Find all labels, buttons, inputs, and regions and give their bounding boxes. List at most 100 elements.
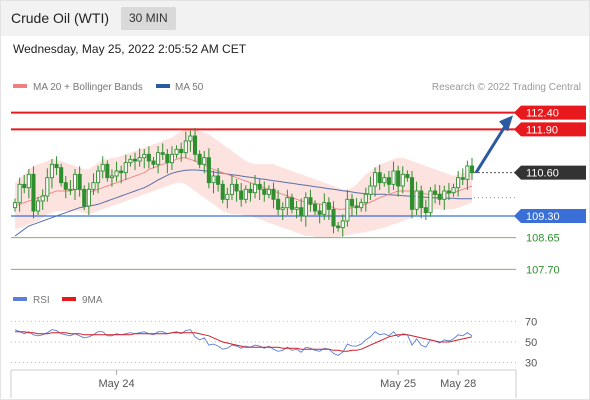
forecast-arrow: [474, 125, 507, 174]
candle-body: [299, 207, 304, 217]
candle-body: [45, 177, 50, 197]
timestamp: Wednesday, May 25, 2022 2:05:52 AM CET: [13, 42, 247, 56]
candle-body: [386, 177, 391, 185]
candle-body: [165, 153, 170, 164]
rsi-ma9-line: [15, 331, 473, 352]
candle-body: [313, 203, 318, 212]
candle-body: [105, 163, 110, 179]
candle-body: [12, 202, 18, 209]
level-label: 110.60: [526, 168, 559, 180]
candle-body: [31, 173, 36, 212]
candle-body: [322, 202, 327, 215]
candle-body: [119, 170, 124, 174]
candle-body: [96, 170, 101, 184]
candle-body: [229, 183, 235, 195]
timeframe-badge[interactable]: 30 MIN: [121, 7, 176, 30]
candle-body: [72, 173, 78, 190]
candle-body: [188, 135, 193, 142]
candle-body: [243, 188, 248, 200]
price-plot: 112.40 111.90 110.60 109.30 108.65 107.70: [11, 105, 586, 276]
level-label: 107.70: [526, 264, 560, 276]
level-label: 111.90: [526, 124, 558, 136]
ma20-legend-label: MA 20 + Bollinger Bands: [33, 82, 143, 93]
candle-body: [400, 173, 405, 187]
candle-body: [409, 177, 415, 210]
candle-body: [174, 148, 179, 155]
ma50-legend-swatch: [156, 84, 170, 88]
time-axis: May 24 May 25 May 28: [10, 369, 517, 398]
candle-body: [128, 158, 133, 164]
level-label-bg: [514, 122, 586, 137]
candle-body: [382, 177, 387, 184]
candle-body: [192, 135, 198, 155]
level-label: 109.30: [526, 211, 560, 223]
level-label: 112.40: [526, 108, 559, 120]
candle-body: [183, 140, 188, 154]
ma9-legend-label: 9MA: [82, 295, 103, 306]
candle-body: [363, 193, 368, 204]
candle-body: [239, 190, 244, 200]
candle-body: [271, 188, 276, 200]
candle-body: [340, 220, 345, 229]
candle-body: [469, 165, 475, 174]
rsi-legend-label: RSI: [33, 295, 50, 306]
candle-body: [151, 160, 156, 165]
candle-body: [373, 172, 378, 187]
candle-body: [276, 198, 281, 210]
candle-body: [40, 195, 45, 202]
candle-body: [465, 165, 470, 180]
candle-body: [156, 152, 161, 165]
candle-body: [197, 153, 202, 165]
level-label-bg: [514, 105, 586, 120]
candle-body: [391, 170, 396, 185]
ma20-line: [14, 157, 473, 210]
candle-body: [349, 198, 355, 207]
candle-body: [317, 210, 322, 215]
candle-body: [331, 208, 336, 227]
candle-body: [114, 170, 119, 177]
candle-body: [211, 175, 216, 184]
candle-body: [451, 187, 456, 194]
candle-body: [100, 163, 105, 172]
candle-body: [294, 207, 299, 210]
candle-body: [123, 162, 128, 174]
candle-body: [336, 225, 341, 229]
time-tick-label: May 28: [440, 378, 476, 390]
rsi-tick-label: 70: [525, 316, 537, 328]
level-label-bg: [514, 165, 586, 180]
candle-body: [460, 177, 465, 180]
candle-body: [414, 190, 419, 210]
candle-body: [257, 183, 262, 190]
candle-body: [405, 173, 410, 179]
ma9-legend-swatch: [62, 297, 76, 301]
candle-body: [428, 190, 433, 214]
candle-body: [137, 157, 142, 162]
candle-body: [54, 163, 59, 169]
candle-body: [179, 148, 184, 154]
candle-body: [345, 198, 350, 222]
candle-body: [252, 183, 258, 194]
candle-body: [433, 190, 438, 195]
candle-body: [280, 207, 285, 210]
candle-body: [359, 202, 364, 209]
bollinger-band: [15, 129, 472, 238]
candle-body: [368, 185, 373, 195]
candle-body: [456, 177, 461, 189]
rsi-plot: 70 50 30: [11, 316, 537, 370]
candle-body: [442, 190, 447, 200]
candle-body: [49, 163, 54, 179]
candle-body: [262, 188, 267, 195]
candle-body: [36, 200, 41, 212]
rsi-legend-swatch: [13, 297, 27, 301]
candle-body: [234, 183, 239, 192]
ma20-legend-swatch: [13, 84, 27, 88]
candle-body: [63, 182, 68, 190]
time-tick-label: May 24: [99, 378, 135, 390]
candle-body: [26, 173, 31, 189]
candle-body: [285, 197, 290, 209]
candle-body: [289, 197, 295, 210]
candle-body: [86, 188, 91, 207]
candle-body: [160, 152, 165, 155]
rsi-tick-label: 30: [525, 358, 537, 370]
